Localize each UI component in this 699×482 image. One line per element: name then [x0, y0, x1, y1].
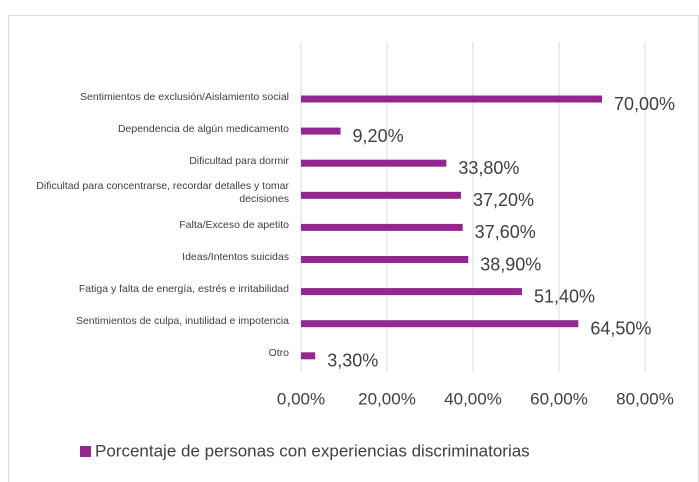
y-tick-label: Dificultad para dormir [189, 154, 289, 167]
legend-label: Porcentaje de personas con experiencias … [95, 441, 530, 460]
category-label-box: Sentimientos de culpa, inutilidad e impo… [75, 315, 289, 328]
value-label: 9,20% [353, 126, 404, 146]
bar [301, 223, 463, 231]
x-tick-label: 60,00% [530, 389, 588, 408]
y-tick-label: Sentimientos de culpa, inutilidad e impo… [75, 315, 289, 328]
category-label-box: Ideas/Intentos suicidas [182, 251, 289, 263]
category-label-box: Fatiga y falta de energía, estrés e irri… [78, 283, 289, 296]
value-label: 70,00% [614, 94, 675, 114]
y-tick-label: Sentimientos de exclusión/Aislamiento so… [80, 90, 289, 103]
category-label-box: Dificultad para concentrarse, recordar d… [36, 180, 289, 206]
value-label: 51,40% [534, 286, 595, 306]
value-label: 3,30% [327, 351, 378, 371]
category-label-box: Dificultad para dormir [189, 154, 289, 167]
x-tick-label: 20,00% [358, 389, 416, 408]
value-label: 38,90% [480, 254, 541, 274]
legend-swatch [80, 446, 91, 457]
category-label-box: Sentimientos de exclusión/Aislamiento so… [80, 90, 289, 103]
category-label-box: Dependencia de algún medicamento [117, 122, 289, 135]
y-tick-label: Ideas/Intentos suicidas [182, 251, 289, 263]
bar [301, 159, 447, 167]
bar [301, 256, 469, 263]
value-label: 37,20% [473, 190, 534, 210]
value-label: 64,50% [590, 318, 651, 338]
bar [301, 95, 602, 103]
x-tick-label: 40,00% [444, 389, 502, 408]
y-tick-label: Fatiga y falta de energía, estrés e irri… [78, 283, 289, 296]
bar [301, 352, 316, 360]
y-tick-label: Falta/Exceso de apetito [179, 218, 289, 231]
y-tick-label: Dependencia de algún medicamento [117, 122, 289, 135]
x-tick-label: 0,00% [277, 389, 325, 408]
category-label-box: Otro [268, 347, 289, 360]
y-tick-label: Otro [268, 347, 289, 360]
category-label-box: Falta/Exceso de apetito [179, 218, 289, 231]
bar [301, 127, 341, 135]
value-label: 33,80% [458, 158, 519, 178]
bar [301, 288, 523, 296]
bar [301, 191, 461, 199]
y-tick-label: Dificultad para concentrarse, recordar d… [36, 180, 289, 206]
x-tick-label: 80,00% [616, 389, 674, 408]
value-label: 37,60% [475, 222, 536, 242]
bar [301, 320, 579, 328]
